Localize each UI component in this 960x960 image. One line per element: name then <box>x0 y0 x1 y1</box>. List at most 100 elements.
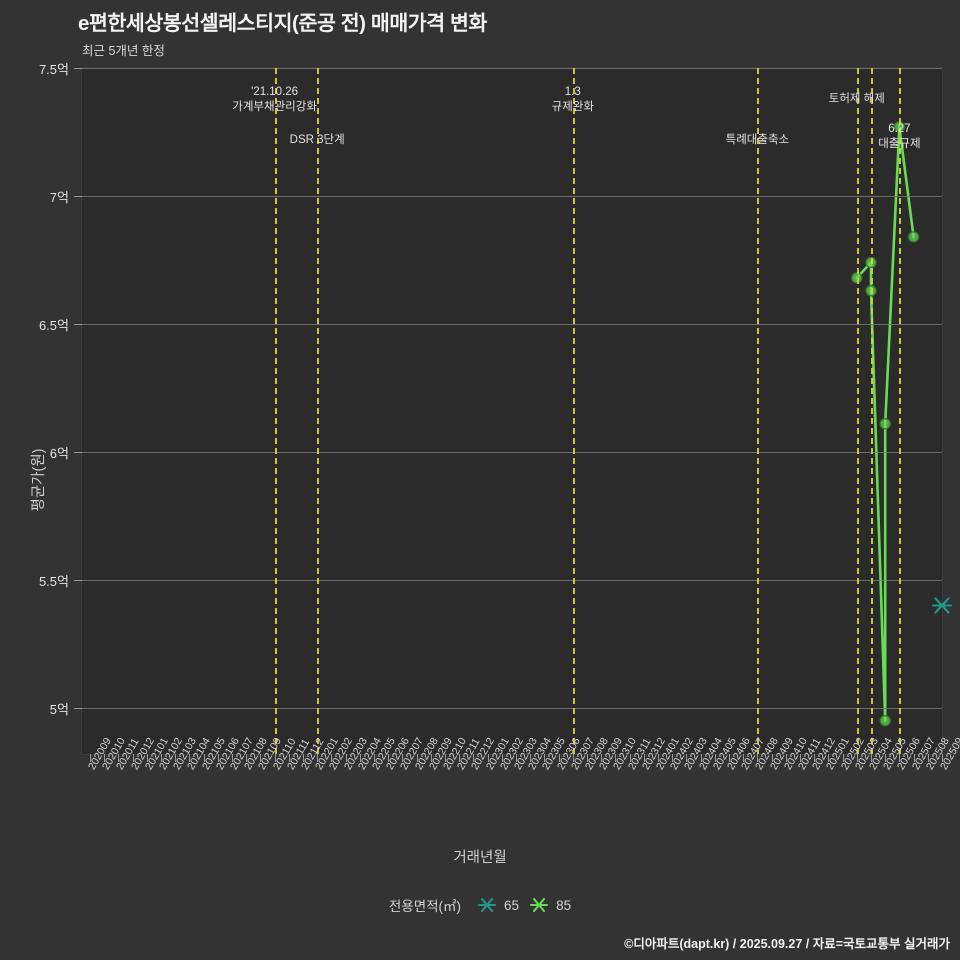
event-label-line: 토허제 해제 <box>828 93 885 105</box>
event-label-line: 특례대출축소 <box>725 134 790 146</box>
x-tick-mark <box>800 754 801 762</box>
x-tick-mark <box>161 754 162 762</box>
y-tick-label: 7.5억 <box>38 62 69 77</box>
x-tick-mark <box>317 754 319 762</box>
x-tick-mark <box>118 754 120 762</box>
legend-label-65: 65 <box>504 897 520 913</box>
x-tick-mark <box>530 754 532 762</box>
x-tick-mark <box>345 754 347 762</box>
data-point-85[interactable] <box>879 418 891 430</box>
x-tick-mark <box>104 754 106 762</box>
legend-label-85: 85 <box>556 897 572 913</box>
x-axis-title: 거래년월 <box>453 850 507 866</box>
gridline <box>82 68 942 69</box>
gridline <box>82 707 942 709</box>
y-tick-label: 5억 <box>49 701 69 717</box>
gridline <box>82 579 942 581</box>
legend-entry-65[interactable]: 65 <box>476 896 519 914</box>
x-tick-mark <box>203 754 205 762</box>
event-label-line: '21.10.26 <box>251 86 299 98</box>
y-tick-label: 7억 <box>49 189 69 205</box>
x-tick-mark <box>729 754 730 762</box>
y-tick-label: 6억 <box>49 445 69 461</box>
y-tick-mark <box>74 195 82 197</box>
x-tick-mark <box>274 754 276 762</box>
x-tick-mark <box>388 754 390 762</box>
x-tick-mark <box>260 754 262 762</box>
data-point-85[interactable] <box>907 231 920 243</box>
event-label-line: 대출규제 <box>878 138 921 150</box>
event-label-line: DSR 3단계 <box>289 134 345 146</box>
x-tick-mark <box>90 754 91 762</box>
legend: 전용면적(㎡) 65 85 <box>0 895 960 915</box>
x-tick-mark <box>189 754 191 762</box>
page-title: e편한세상봉선셀레스티지(준공 전) 매매가격 변화 <box>78 12 487 35</box>
event-label: 6.27 대출규제 <box>878 122 920 152</box>
x-tick-mark <box>516 754 517 762</box>
event-line <box>899 68 902 754</box>
x-tick-mark <box>331 754 333 762</box>
x-tick-mark <box>686 754 688 762</box>
page-subtitle: 최근 5개년 한정 <box>82 44 165 58</box>
footer-credit: ©디아파트(dapt.kr) / 2025.09.27 / 자료=국토교통부 실… <box>624 937 950 951</box>
asterisk-icon <box>477 897 497 913</box>
x-tick-mark <box>913 754 915 762</box>
x-tick-mark <box>501 754 503 762</box>
x-tick-mark <box>374 754 375 762</box>
event-label-line: 가계부채관리강화 <box>232 101 317 113</box>
legend-entry-85[interactable]: 85 <box>528 896 571 914</box>
x-tick-mark <box>487 754 489 762</box>
event-line <box>572 68 575 754</box>
event-line <box>274 68 277 754</box>
y-tick-mark <box>74 579 82 581</box>
gridline <box>82 451 942 453</box>
y-tick-mark <box>74 323 82 325</box>
gridline <box>82 195 942 197</box>
event-line <box>871 68 873 754</box>
x-tick-mark <box>856 754 858 762</box>
x-tick-mark <box>246 754 248 762</box>
x-tick-mark <box>658 754 659 762</box>
x-tick-mark <box>430 754 432 762</box>
x-tick-mark <box>558 754 560 762</box>
y-tick-mark <box>74 68 82 69</box>
x-tick-mark <box>942 754 943 762</box>
x-tick-mark <box>814 754 816 762</box>
x-tick-mark <box>175 754 177 762</box>
x-tick-mark <box>629 754 631 762</box>
event-label-line: 6.27 <box>888 123 911 135</box>
event-line <box>757 68 760 754</box>
data-point-85[interactable] <box>879 715 891 727</box>
data-point-65[interactable] <box>931 597 953 614</box>
x-tick-mark <box>402 754 404 762</box>
x-tick-mark <box>842 754 844 762</box>
x-tick-mark <box>743 754 745 762</box>
x-tick-mark <box>771 754 773 762</box>
y-tick-mark <box>74 707 82 709</box>
x-tick-mark <box>700 754 702 762</box>
x-tick-mark <box>615 754 617 762</box>
x-tick-mark <box>871 754 872 762</box>
event-line <box>317 68 320 754</box>
legend-title: 전용면적(㎡) <box>388 899 462 914</box>
x-tick-mark <box>572 754 574 762</box>
x-tick-mark <box>232 754 233 762</box>
series-layer <box>851 121 953 727</box>
x-tick-mark <box>473 754 475 762</box>
x-tick-mark <box>303 754 304 762</box>
x-tick-mark <box>672 754 674 762</box>
plot-area <box>74 68 953 754</box>
event-label: 토허제 해제 <box>829 92 885 107</box>
asterisk-icon <box>530 897 549 913</box>
x-tick-mark <box>601 754 603 762</box>
gridline <box>82 323 942 325</box>
x-tick-mark <box>757 754 759 762</box>
x-tick-mark <box>359 754 361 762</box>
x-tick-mark <box>459 754 461 762</box>
x-tick-mark <box>416 754 418 762</box>
event-label-line: 1.3 <box>564 86 581 98</box>
x-tick-mark <box>785 754 787 762</box>
x-tick-mark <box>217 754 219 762</box>
x-tick-mark <box>544 754 546 762</box>
y-tick-mark <box>74 451 82 453</box>
